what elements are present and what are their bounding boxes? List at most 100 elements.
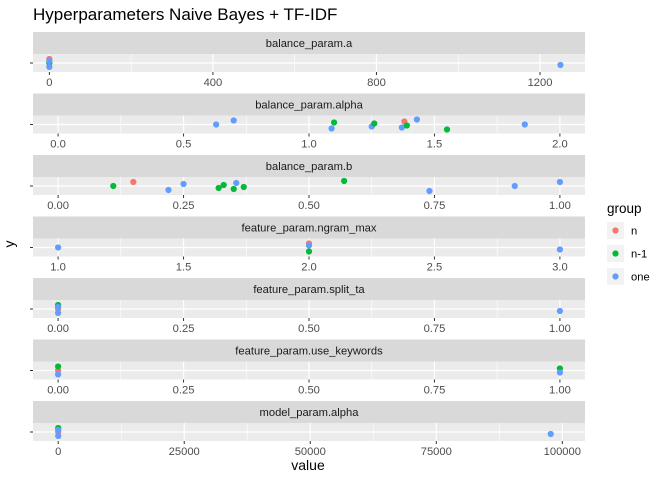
x-tick-label: 1200 bbox=[528, 77, 553, 89]
facet-panels: balance_param.a0 400 800 1200balance_param.… bbox=[30, 32, 585, 458]
data-point-one bbox=[55, 432, 62, 440]
data-point-n-1 bbox=[240, 183, 247, 191]
x-tick-label: 1.00 bbox=[549, 385, 571, 397]
x-tick-label: 50000 bbox=[295, 446, 326, 458]
x-tick-label: 25000 bbox=[169, 446, 200, 458]
data-point-n-1 bbox=[443, 126, 451, 133]
x-tick-label: 1.00 bbox=[549, 323, 571, 335]
data-point-n-1 bbox=[110, 182, 117, 190]
facet-panel: balance_param.alpha 0.0 0.5 1.0 1.5 2.0 bbox=[30, 93, 585, 151]
x-tick-label: 800 bbox=[367, 77, 386, 89]
x-tick-label: 0.25 bbox=[173, 385, 195, 397]
data-point-n-1 bbox=[54, 363, 62, 370]
data-point-n-1 bbox=[220, 181, 227, 189]
x-tick-label: 0.25 bbox=[173, 200, 195, 212]
data-point-one bbox=[54, 244, 62, 251]
legend-label: n bbox=[631, 226, 637, 238]
x-tick-label: 400 bbox=[204, 77, 223, 89]
data-point-one bbox=[328, 125, 335, 132]
x-tick-label: 1.00 bbox=[549, 200, 571, 212]
data-point-one bbox=[233, 179, 240, 187]
legend-label: n-1 bbox=[631, 249, 647, 261]
facet-strip-label: balance_param.b bbox=[266, 161, 352, 173]
x-tick-label: 0.00 bbox=[47, 385, 69, 397]
x-tick-label: 2.0 bbox=[301, 262, 317, 274]
facet-strip-label: feature_param.use_keywords bbox=[235, 346, 383, 358]
x-tick-label: 0.50 bbox=[298, 200, 320, 212]
data-point-one bbox=[54, 303, 62, 311]
legend-label: one bbox=[631, 272, 650, 284]
facet-strip bbox=[33, 339, 585, 362]
data-point-n-1 bbox=[305, 248, 313, 255]
data-point-n bbox=[130, 178, 137, 186]
data-point-n-1 bbox=[330, 119, 338, 126]
x-tick-label: 0.0 bbox=[50, 139, 66, 151]
data-point-one bbox=[511, 182, 518, 190]
data-point-one bbox=[54, 309, 62, 317]
facet-strip-label: model_param.alpha bbox=[260, 407, 360, 419]
data-point-one bbox=[557, 61, 564, 69]
data-point-one bbox=[46, 63, 53, 71]
facet-panel: feature_param.ngram_max 1.0 1.5 2.0 2.5 3.0 bbox=[30, 216, 585, 274]
facet-strip-label: feature_param.split_ta bbox=[253, 284, 365, 296]
facet-strip bbox=[33, 155, 585, 177]
x-tick-label: 0 bbox=[55, 446, 61, 458]
facet-panel: feature_param.use_keywords 0.00 0.25 0.50 0.… bbox=[30, 339, 585, 397]
legend-title: group bbox=[607, 201, 642, 216]
data-point-one bbox=[180, 180, 187, 188]
x-tick-label: 0.75 bbox=[424, 385, 446, 397]
data-point-n-1 bbox=[371, 120, 378, 127]
data-point-one bbox=[556, 369, 564, 376]
data-point-one bbox=[556, 178, 564, 186]
data-point-one bbox=[46, 57, 53, 65]
data-point-one bbox=[213, 121, 220, 128]
x-tick-label: 0.00 bbox=[47, 323, 69, 335]
data-point-one bbox=[556, 246, 564, 253]
x-tick-label: 0.75 bbox=[424, 200, 446, 212]
x-axis-title: value bbox=[291, 457, 325, 473]
data-point-n-1 bbox=[215, 184, 222, 192]
x-tick-label: 2.0 bbox=[552, 139, 568, 151]
data-point-one bbox=[426, 187, 433, 195]
x-tick-label: 2.5 bbox=[427, 262, 443, 274]
data-point-n-1 bbox=[230, 185, 237, 193]
data-point-one bbox=[547, 430, 554, 438]
x-tick-label: 0.5 bbox=[176, 139, 192, 151]
facet-panel: balance_param.a 0 400 800 1200 bbox=[30, 32, 585, 89]
facet-strip-label: feature_param.ngram_max bbox=[242, 223, 377, 235]
legend-key-one bbox=[612, 273, 619, 280]
x-tick-label: 3.0 bbox=[552, 262, 568, 274]
x-tick-label: 100000 bbox=[544, 446, 581, 458]
facet-strip bbox=[33, 93, 585, 116]
x-tick-label: 1.0 bbox=[50, 262, 66, 274]
facet-strip-label: balance_param.a bbox=[266, 38, 353, 50]
facet-panel: model_param.alpha 0 25000 50000 75000 100000 bbox=[30, 401, 585, 458]
data-point-one bbox=[165, 186, 172, 194]
data-point-n-1 bbox=[403, 122, 410, 129]
data-point-one bbox=[305, 242, 313, 249]
x-tick-label: 1.5 bbox=[176, 262, 192, 274]
data-point-n-1 bbox=[341, 177, 348, 185]
x-tick-label: 0.75 bbox=[424, 323, 446, 335]
x-tick-label: 0.00 bbox=[47, 200, 69, 212]
legend: group n n-1 one bbox=[607, 201, 650, 285]
facet-strip bbox=[33, 216, 585, 239]
legend-key-n bbox=[612, 227, 619, 234]
facet-panel: feature_param.split_ta 0.00 0.25 0.50 0.75 1.… bbox=[30, 278, 585, 335]
x-tick-label: 0.50 bbox=[298, 385, 320, 397]
data-point-one bbox=[54, 371, 62, 378]
y-axis-title: y bbox=[1, 241, 17, 248]
facet-panel: balance_param.b 0.00 0.25 0.50 0.75 1.00 bbox=[30, 155, 585, 212]
x-tick-label: 0 bbox=[46, 77, 52, 89]
chart-title: Hyperparameters Naive Bayes + TF-IDF bbox=[33, 5, 337, 24]
data-point-one bbox=[521, 121, 528, 128]
data-point-one bbox=[556, 307, 564, 315]
legend-key-n-1 bbox=[612, 250, 619, 257]
facet-strip bbox=[33, 32, 585, 54]
facet-strip-label: balance_param.alpha bbox=[255, 100, 363, 112]
data-point-one bbox=[413, 116, 420, 123]
x-tick-label: 75000 bbox=[421, 446, 452, 458]
data-point-one bbox=[55, 426, 62, 434]
x-tick-label: 0.25 bbox=[173, 323, 195, 335]
